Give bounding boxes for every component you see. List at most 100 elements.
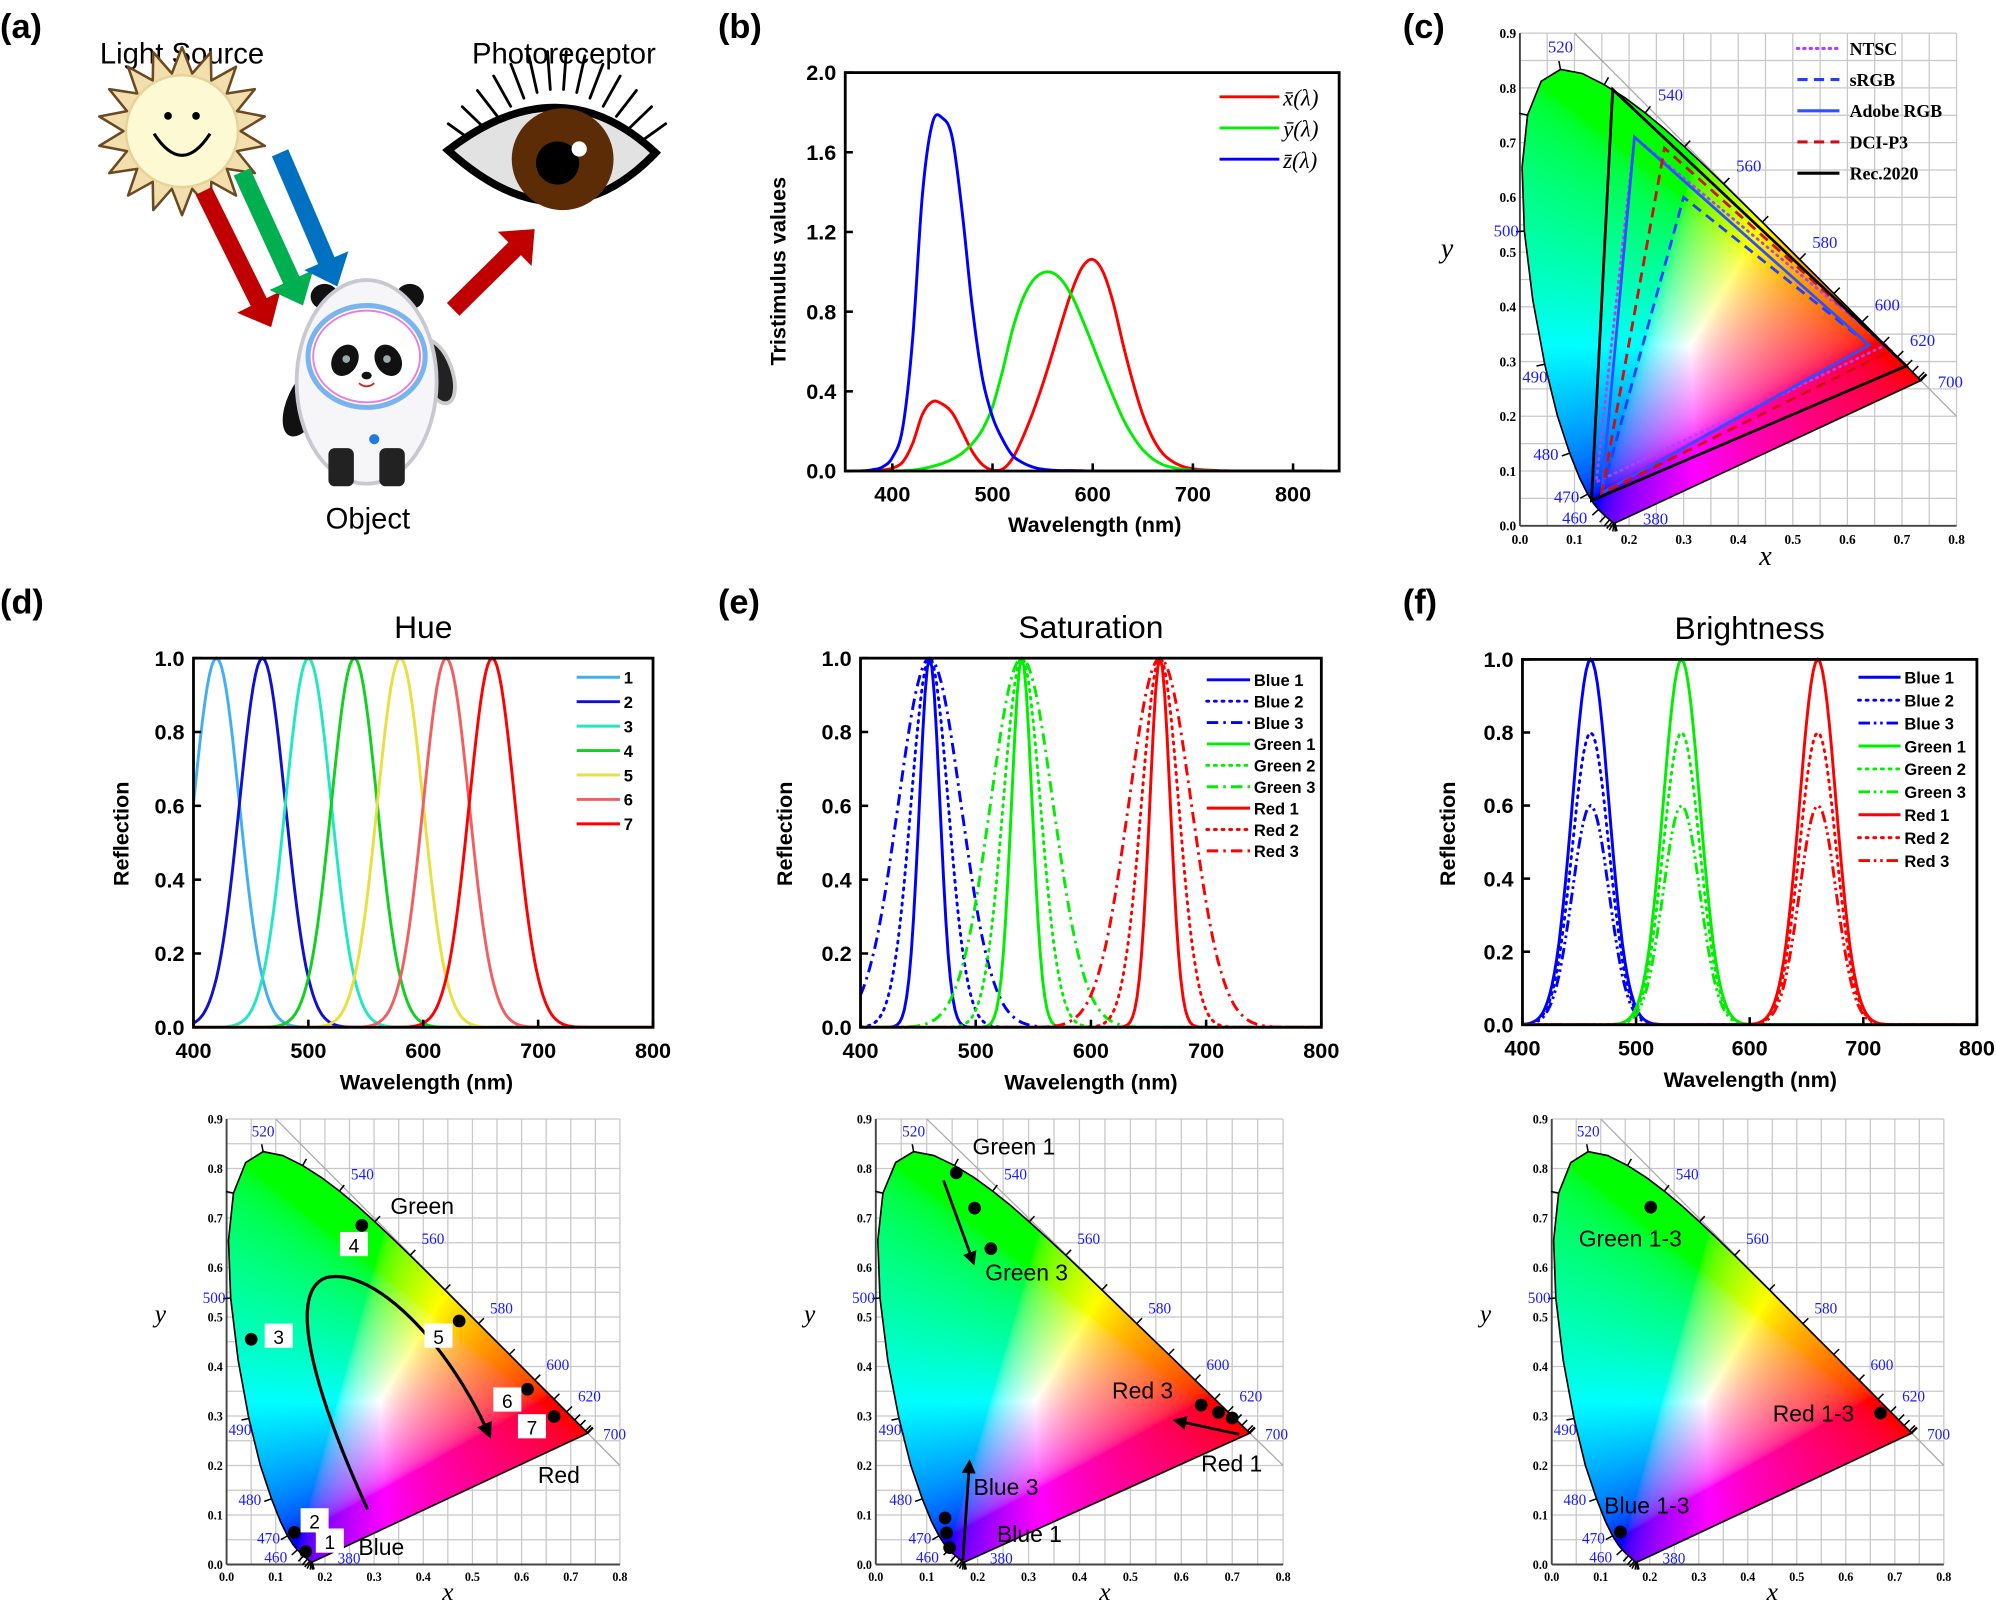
legend-label: z̄(λ)	[1282, 148, 1317, 173]
wavelength-label: 380	[990, 1550, 1013, 1567]
y-tick-label: 0.8	[857, 1162, 872, 1176]
panel-a-illustration: Light SourcePhotoreceptorObject	[98, 39, 668, 535]
wavelength-label: 560	[421, 1231, 444, 1248]
x-tick-label: 0.7	[1225, 1570, 1240, 1584]
y-tick-label: 0.6	[1499, 190, 1516, 205]
legend-label: Green 3	[1254, 778, 1316, 797]
legend-label: DCI-P3	[1850, 132, 1908, 152]
y-axis-label: y	[801, 1299, 816, 1328]
panel-label-e: (e)	[718, 584, 760, 622]
wavelength-label: 700	[1938, 373, 1963, 392]
legend-label: Red 2	[1904, 829, 1949, 848]
series-line-1	[193, 656, 654, 1028]
y-axis-label: Reflection	[772, 782, 797, 887]
y-tick-label: 0.6	[1483, 793, 1513, 818]
x-tick-label: 0.2	[317, 1570, 332, 1584]
y-tick-label: 0.0	[1533, 1558, 1548, 1572]
data-point	[1194, 1398, 1208, 1412]
annotation-label: Red	[538, 1462, 580, 1488]
wavelength-label: 620	[578, 1389, 601, 1406]
gamut-rec-2020	[1589, 86, 1909, 503]
y-tick-label: 0.8	[1483, 720, 1513, 745]
x-tick-label: 500	[290, 1038, 326, 1063]
point-number-label: 5	[433, 1328, 444, 1349]
legend-label: Green 1	[1904, 737, 1966, 756]
legend-label: sRGB	[1850, 70, 1896, 90]
x-tick-label: 0.3	[367, 1570, 382, 1584]
x-tick-label: 800	[1275, 482, 1311, 507]
point-number-box	[300, 1508, 329, 1533]
spectral-locus	[1552, 1150, 1914, 1563]
annotation-label: Red 1	[1201, 1450, 1262, 1476]
wavelength-label: 560	[1736, 156, 1761, 175]
legend-label: Adobe RGB	[1850, 101, 1943, 121]
legend-label: 5	[624, 766, 633, 785]
x-tick-label: 0.1	[268, 1570, 283, 1584]
x-tick-label: 0.4	[1072, 1570, 1087, 1584]
y-tick-label: 0.8	[1499, 81, 1516, 96]
x-tick-label: 0.8	[612, 1570, 627, 1584]
legend-label: Blue 2	[1254, 692, 1304, 711]
y-tick-label: 0.1	[1533, 1508, 1548, 1522]
y-tick-label: 0.8	[1533, 1162, 1548, 1176]
y-tick-label: 0.6	[155, 793, 185, 818]
gamut-ntsc	[1594, 134, 1889, 485]
x-tick-label: 0.4	[1740, 1570, 1755, 1584]
data-point	[940, 1526, 953, 1540]
series-line-3	[193, 656, 654, 1028]
data-point	[1613, 1525, 1627, 1539]
x-tick-label: 0.0	[868, 1570, 883, 1584]
x-tick-label: 700	[1845, 1035, 1881, 1060]
wavelength-label: 560	[1077, 1231, 1100, 1248]
wavelength-label: 470	[257, 1531, 280, 1548]
panel-label-c: (c)	[1403, 8, 1445, 46]
y-tick-label: 0.0	[1499, 519, 1516, 534]
data-point	[244, 1332, 258, 1346]
wavelength-label: 460	[264, 1550, 287, 1567]
series-line-Blue-2	[860, 655, 1322, 1028]
x-tick-label: 0.6	[1174, 1570, 1189, 1584]
wavelength-label: 600	[1870, 1357, 1893, 1374]
green-saturation-arrow	[942, 1179, 977, 1266]
y-tick-label: 0.8	[806, 299, 836, 324]
panda-mascot-icon	[282, 278, 457, 487]
series-line-2	[193, 656, 654, 1028]
data-point	[968, 1201, 981, 1215]
wavelength-label: 490	[879, 1422, 902, 1439]
y-tick-label: 0.5	[857, 1310, 872, 1324]
wavelength-label: 460	[916, 1550, 939, 1567]
point-number-box	[517, 1414, 546, 1439]
locus-ticks	[872, 1144, 1256, 1570]
annotation-label: Red 1-3	[1773, 1400, 1855, 1426]
x-tick-label: 500	[974, 482, 1010, 507]
data-point	[938, 1511, 952, 1525]
wavelength-label: 580	[1814, 1300, 1837, 1317]
point-number-box	[424, 1323, 453, 1348]
y-tick-label: 0.3	[1533, 1409, 1548, 1423]
x-tick-label: 0.0	[1544, 1570, 1559, 1584]
wavelength-label: 490	[229, 1422, 252, 1439]
legend: Blue 1 Blue 2 Blue 3 Green 1 Green 2 Green 3 R…	[1857, 669, 1966, 871]
wavelength-label: 600	[1207, 1357, 1230, 1374]
series-line-x-	[852, 257, 1324, 472]
chart-title: Saturation	[1018, 609, 1163, 645]
data-point	[547, 1410, 561, 1423]
x-tick-label: 0.5	[465, 1570, 480, 1584]
legend-label: 3	[624, 717, 633, 736]
y-tick-label: 0.2	[822, 941, 852, 966]
y-axis-label: Reflection	[1435, 782, 1460, 887]
legend-label: 4	[624, 742, 634, 761]
reflected-red-arrow-icon	[446, 229, 535, 316]
y-tick-label: 0.1	[208, 1508, 223, 1522]
point-number-box	[493, 1387, 522, 1412]
legend-label: x̄(λ)	[1282, 85, 1318, 110]
legend: 1 2 3 4 5 6 7	[576, 669, 634, 834]
annotation-label: Green 3	[985, 1259, 1068, 1285]
y-tick-label: 0.9	[1499, 26, 1516, 41]
spectral-locus	[227, 1150, 590, 1563]
x-tick-label: 0.4	[1730, 532, 1747, 547]
wavelength-label: 600	[1875, 296, 1900, 315]
point-number-label: 4	[349, 1236, 360, 1257]
wavelength-label: 520	[902, 1123, 925, 1140]
x-tick-label: 0.6	[1838, 1570, 1853, 1584]
